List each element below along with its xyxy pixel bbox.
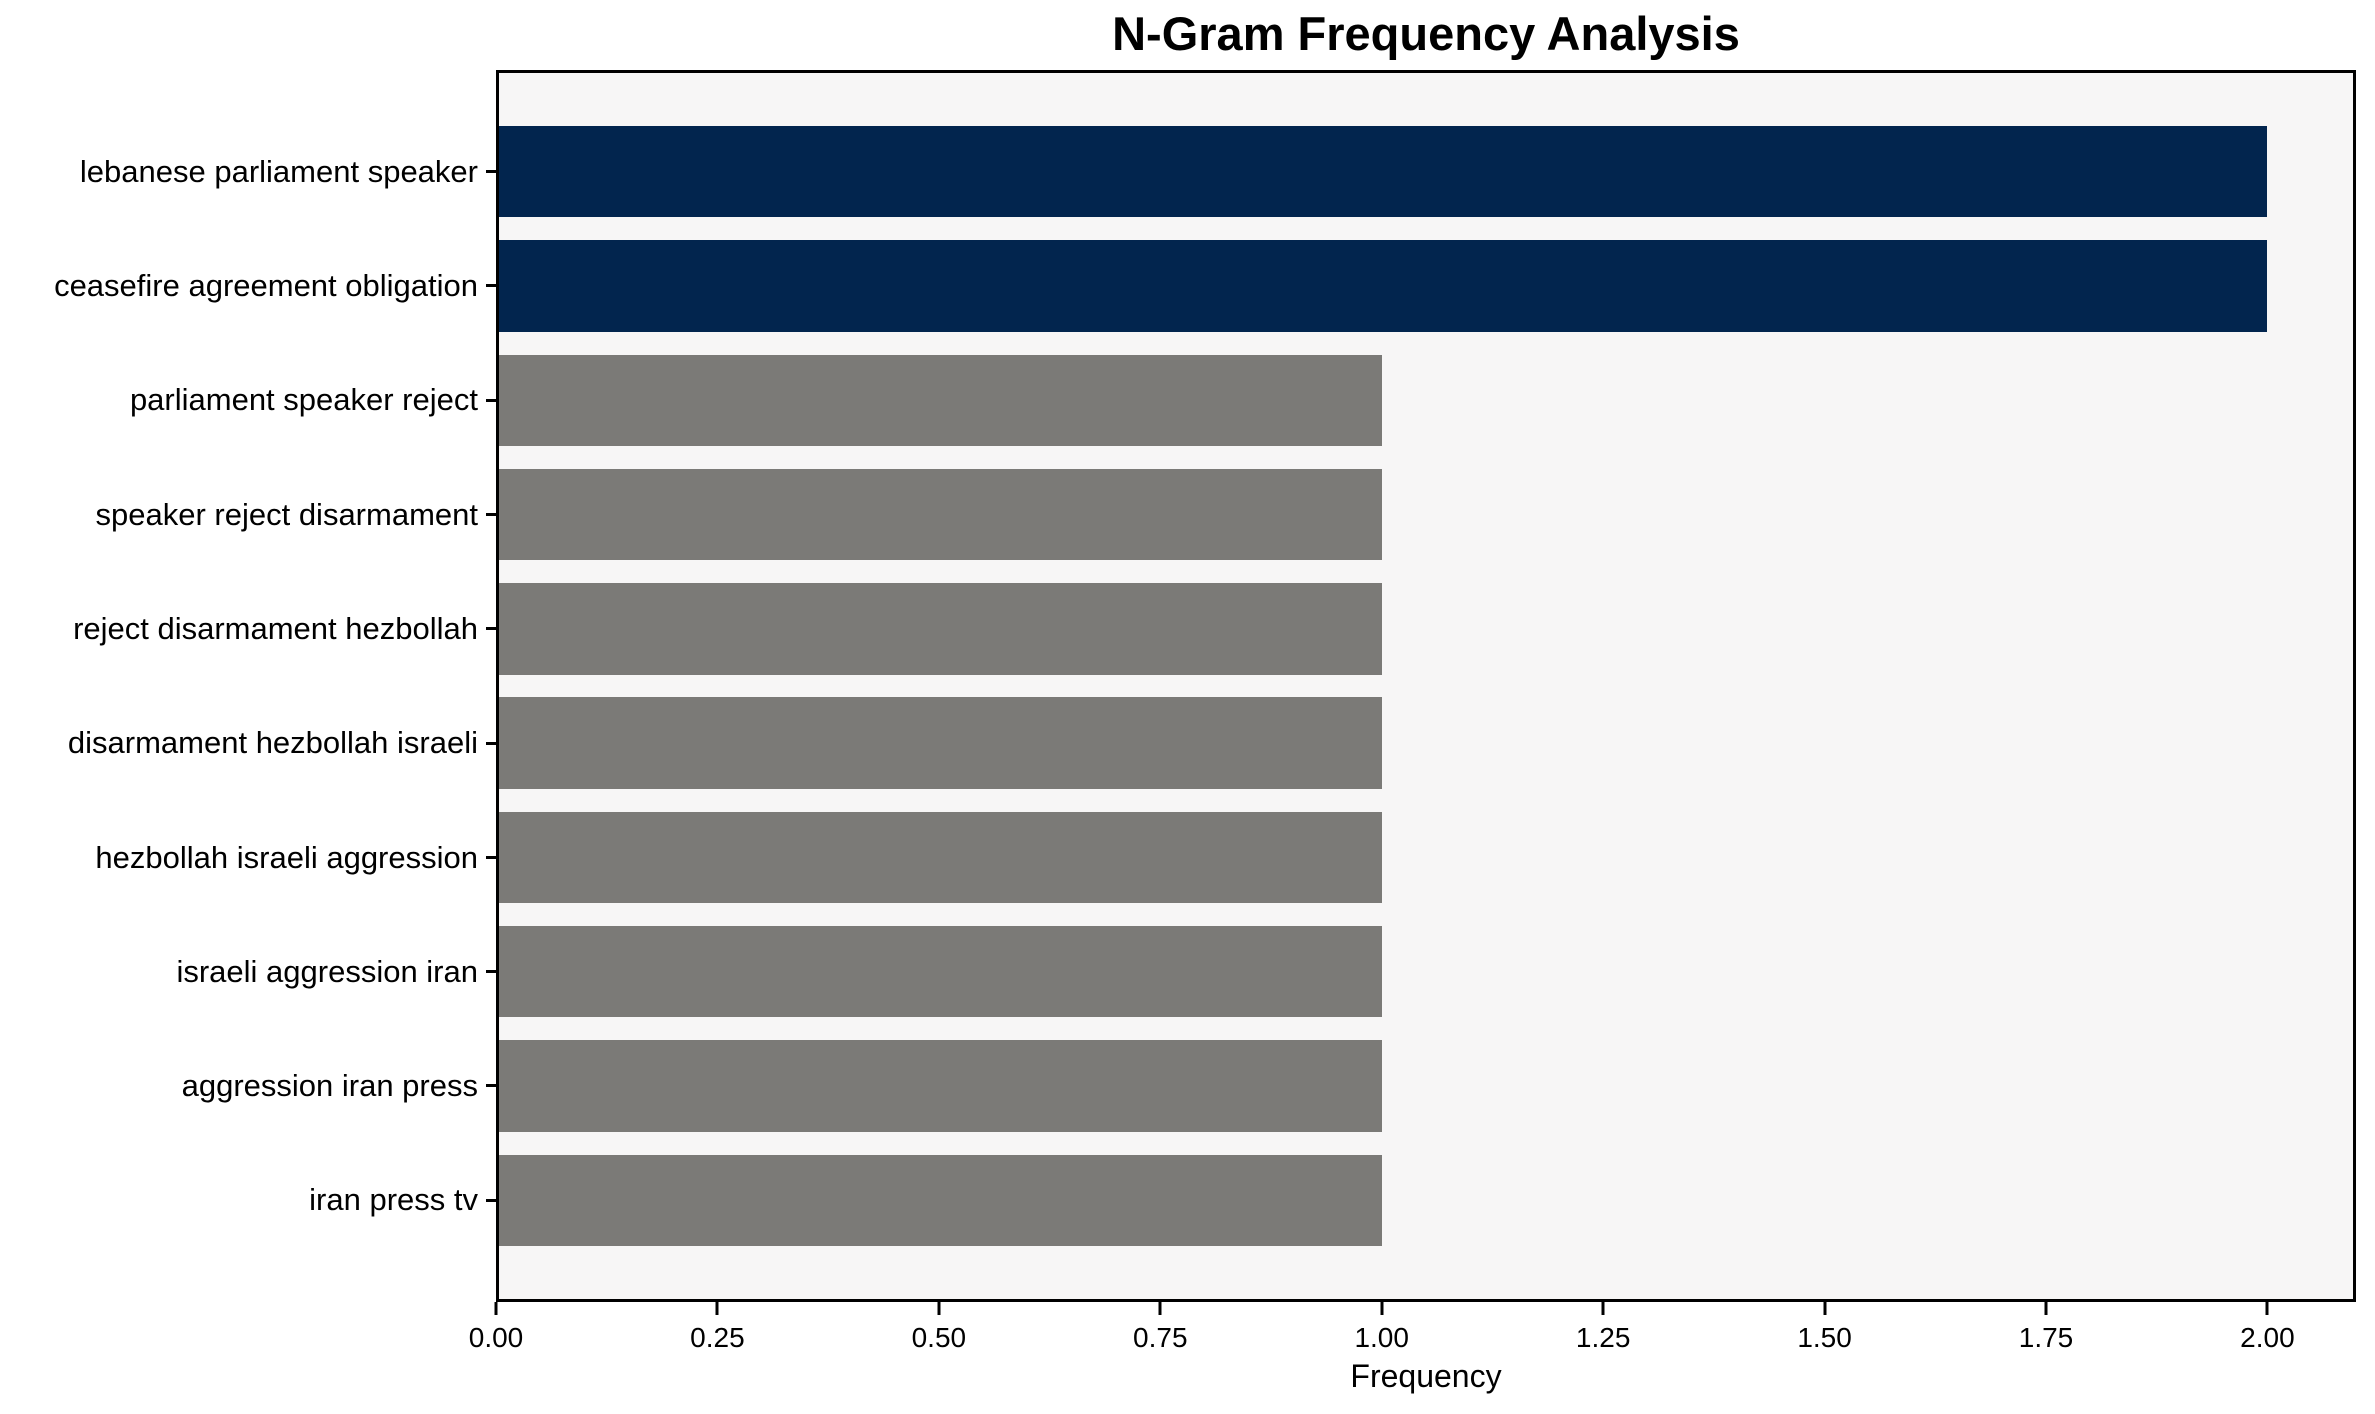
bar-track <box>496 583 2356 675</box>
chart-row: lebanese parliament speaker <box>0 126 2356 218</box>
y-axis-tick <box>486 970 496 974</box>
chart-title: N-Gram Frequency Analysis <box>1112 7 1740 60</box>
y-axis-tick <box>486 855 496 859</box>
x-axis-tick-label: 0.50 <box>911 1322 967 1353</box>
chart-row: reject disarmament hezbollah <box>0 583 2356 675</box>
chart-row: israeli aggression iran <box>0 925 2356 1018</box>
y-axis-label: iran press tv <box>309 1182 478 1218</box>
y-axis-label: reject disarmament hezbollah <box>73 611 478 646</box>
frequency-bar <box>496 1154 1382 1246</box>
x-axis-tick-label: 0.75 <box>1133 1322 1188 1353</box>
bar-rows-container: lebanese parliament speaker ceasefire agr… <box>0 70 2356 1302</box>
x-axis-tick <box>937 1302 941 1315</box>
y-axis-label: speaker reject disarmament <box>95 496 479 532</box>
chart-row: speaker reject disarmament <box>0 468 2356 561</box>
frequency-bar <box>496 354 1382 446</box>
x-axis-tick <box>715 1302 719 1315</box>
y-axis-tick <box>486 741 496 745</box>
bar-track <box>496 811 2356 904</box>
chart-row: iran press tv <box>0 1154 2356 1246</box>
x-axis-tick <box>1380 1302 1384 1315</box>
frequency-bar <box>496 1040 1382 1132</box>
chart-row: disarmament hezbollah israeli <box>0 697 2356 789</box>
x-axis-tick <box>1823 1302 1827 1315</box>
x-axis-tick-label: 2.00 <box>2240 1322 2295 1353</box>
x-axis-tick <box>1158 1302 1162 1315</box>
bar-track <box>496 354 2356 446</box>
x-axis-tick-label: 1.75 <box>2018 1322 2074 1353</box>
frequency-bar <box>496 126 2268 218</box>
frequency-bar <box>496 583 1382 675</box>
x-axis-tick-label: 1.50 <box>1797 1322 1852 1353</box>
chart-row: aggression iran press <box>0 1040 2356 1132</box>
x-axis: 0.00 0.25 0.50 0.75 1.00 1.25 1.50 1.75 2.00 <box>469 1302 2356 1372</box>
chart-row: hezbollah israeli aggression <box>0 811 2356 904</box>
bar-track <box>496 1040 2356 1132</box>
chart-row: parliament speaker reject <box>0 354 2356 446</box>
y-axis-label: parliament speaker reject <box>129 382 478 418</box>
y-axis-label: disarmament hezbollah israeli <box>67 725 478 761</box>
y-axis-label: israeli aggression iran <box>176 953 478 989</box>
y-axis-label: aggression iran press <box>181 1068 478 1104</box>
frequency-bar <box>496 811 1382 904</box>
bar-track <box>496 1154 2356 1246</box>
x-axis-tick-label: 0.00 <box>468 1322 524 1353</box>
x-axis-tick <box>494 1302 498 1315</box>
chart-row: ceasefire agreement obligation <box>0 240 2356 332</box>
y-axis-label: hezbollah israeli aggression <box>95 839 478 875</box>
bar-track <box>496 925 2356 1018</box>
y-axis-label: lebanese parliament speaker <box>79 153 478 189</box>
bar-track <box>496 697 2356 789</box>
y-axis-tick <box>486 284 496 288</box>
y-axis-tick <box>486 1084 496 1088</box>
x-axis-tick-label: 1.00 <box>1354 1322 1409 1353</box>
y-axis-tick <box>486 513 496 517</box>
x-axis-tick-label: 0.25 <box>690 1322 745 1353</box>
frequency-bar <box>496 925 1382 1018</box>
x-axis-tick <box>1601 1302 1605 1315</box>
x-axis-title: Frequency <box>1350 1358 1502 1394</box>
frequency-bar <box>496 468 1382 561</box>
frequency-bar <box>496 240 2268 332</box>
bar-track <box>496 240 2356 332</box>
x-axis-tick-label: 1.25 <box>1575 1322 1631 1353</box>
y-axis-tick <box>486 627 496 631</box>
bar-track <box>496 468 2356 561</box>
bar-track <box>496 126 2356 218</box>
y-axis-tick <box>486 1198 496 1202</box>
x-axis-tick <box>2044 1302 2048 1315</box>
y-axis-tick <box>486 398 496 402</box>
y-axis-tick <box>486 170 496 174</box>
frequency-bar <box>496 697 1382 789</box>
x-axis-tick <box>2265 1302 2269 1315</box>
y-axis-label: ceasefire agreement obligation <box>54 268 478 304</box>
